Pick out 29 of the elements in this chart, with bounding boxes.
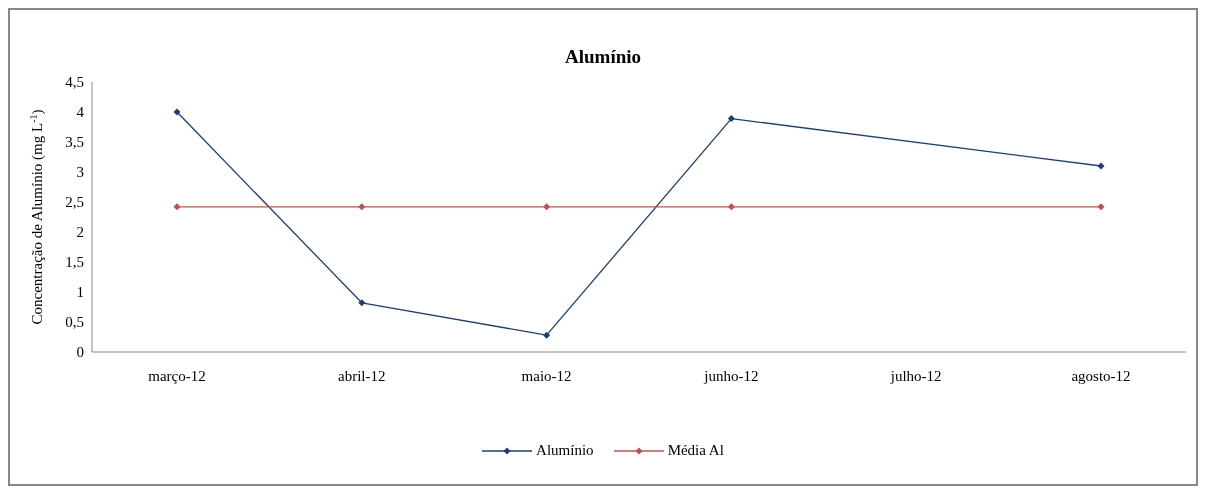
y-tick-label: 3 <box>76 164 84 181</box>
y-tick-label: 1,5 <box>65 254 84 271</box>
x-tick-label: julho-12 <box>889 367 942 384</box>
point <box>358 299 366 307</box>
legend-label: Média Al <box>667 442 724 459</box>
point <box>173 108 181 116</box>
y-tick-label: 0,5 <box>65 314 84 331</box>
point <box>543 331 551 339</box>
y-tick-label: 2 <box>76 224 84 241</box>
point <box>727 203 735 211</box>
y-tick-label: 1 <box>76 284 84 301</box>
y-tick-label: 0 <box>76 344 84 361</box>
point <box>1097 203 1105 211</box>
y-tick-label: 2,5 <box>65 194 84 211</box>
x-tick-label: março-12 <box>148 367 206 384</box>
point <box>1097 162 1105 170</box>
point <box>358 203 366 211</box>
x-tick-label: abril-12 <box>338 367 386 384</box>
chart-title: Alumínio <box>564 46 642 69</box>
point <box>543 203 551 211</box>
x-tick-label: agosto-12 <box>1071 367 1131 384</box>
y-tick-label: 4 <box>76 104 85 121</box>
x-tick-label: junho-12 <box>703 367 759 384</box>
x-tick-label: maio-12 <box>521 367 572 384</box>
y-tick-label: 3,5 <box>65 134 84 151</box>
point <box>173 203 181 211</box>
point <box>727 115 735 123</box>
y-tick-label: 4,5 <box>65 74 84 91</box>
legend-label: Alumínio <box>536 442 594 459</box>
